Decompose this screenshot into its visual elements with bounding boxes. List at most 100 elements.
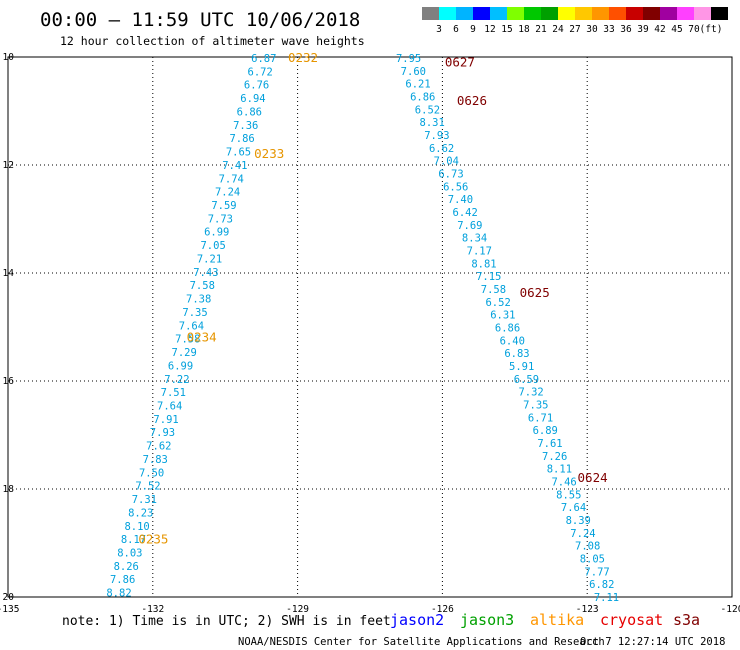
legend-swatch	[609, 7, 626, 20]
wave-height-value: 7.62	[146, 441, 171, 453]
wave-height-value: 7.26	[542, 451, 567, 463]
legend-label: 39	[637, 24, 649, 35]
wave-height-value: 7.69	[457, 220, 482, 232]
wave-height-value: 8.10	[124, 521, 149, 533]
wave-height-value: 6.87	[251, 53, 276, 65]
wave-height-value: 8.05	[580, 553, 605, 565]
track-1: 6.876.726.766.946.867.367.867.657.417.74…	[106, 53, 276, 600]
legend-swatch	[558, 7, 575, 20]
wave-height-value: 7.59	[211, 200, 236, 212]
wave-height-value: 7.64	[561, 502, 586, 514]
wave-height-value: 8.23	[128, 507, 153, 519]
satellite-label-jason2: jason2	[390, 611, 444, 629]
legend-label: 18	[518, 24, 530, 35]
legend-swatch	[592, 7, 609, 20]
pass-time-label: 0627	[445, 54, 475, 69]
wave-height-value: 8.26	[114, 561, 139, 573]
wave-height-value: 8.55	[556, 489, 581, 501]
legend-label: 15	[501, 24, 512, 35]
wave-height-value: 6.94	[240, 93, 265, 105]
wave-height-value: 7.58	[175, 334, 200, 346]
wave-height-value: 7.35	[182, 307, 207, 319]
wave-height-value: 7.32	[518, 387, 543, 399]
legend-label: 21	[535, 24, 547, 35]
satellite-label-s3a: s3a	[673, 611, 700, 629]
wave-height-value: 7.51	[161, 387, 186, 399]
wave-height-value: 7.64	[157, 400, 182, 412]
wave-height-value: 7.73	[208, 213, 233, 225]
legend-label: 70	[688, 24, 700, 35]
legend-label: 24	[552, 24, 564, 35]
wave-height-value: 7.65	[226, 147, 251, 159]
x-tick-labels: -135 -132 -129 -126 -123 -120	[0, 604, 740, 615]
legend-label: 45	[671, 24, 682, 35]
legend-label: 42	[654, 24, 665, 35]
wave-height-value: 7.46	[551, 476, 576, 488]
wave-height-value: 6.72	[248, 66, 273, 78]
y-tick-label: 20	[3, 592, 15, 603]
wave-height-value: 7.15	[476, 271, 501, 283]
wave-height-value: 8.17	[121, 534, 146, 546]
wave-height-value: 7.60	[401, 66, 426, 78]
legend-swatch	[677, 7, 694, 20]
wave-height-value: 7.58	[481, 284, 506, 296]
legend-swatch	[473, 7, 490, 20]
wave-height-value: 7.40	[448, 194, 473, 206]
wave-height-value: 6.31	[490, 310, 515, 322]
wave-height-value: 6.40	[500, 335, 525, 347]
wave-height-value: 7.24	[570, 528, 595, 540]
legend-label: 12	[484, 24, 495, 35]
legend-label: (ft)	[700, 24, 723, 35]
wave-height-value: 8.82	[106, 588, 131, 600]
legend-label: 3	[436, 24, 442, 35]
wave-height-value: 7.08	[575, 541, 600, 553]
wave-height-value: 7.50	[139, 467, 164, 479]
wave-height-value: 7.35	[523, 399, 548, 411]
x-tick-label: -120	[721, 604, 740, 615]
legend-label: 33	[603, 24, 614, 35]
legend-swatch	[490, 7, 507, 20]
x-tick-label: -123	[576, 604, 599, 615]
wave-height-value: 6.86	[237, 106, 262, 118]
footer-note: note: 1) Time is in UTC; 2) SWH is in fe…	[62, 614, 391, 629]
legend-swatch	[422, 7, 439, 20]
legend-swatch	[575, 7, 592, 20]
wave-height-value: 6.99	[204, 227, 229, 239]
wave-height-value: 7.58	[190, 280, 215, 292]
pass-time-label: 0232	[288, 50, 318, 65]
y-tick-label: 14	[3, 268, 15, 279]
pass-time-label: 0233	[254, 146, 284, 161]
wave-height-value: 7.43	[193, 267, 218, 279]
wave-height-value: 6.86	[410, 91, 435, 103]
wave-height-value: 6.83	[504, 348, 529, 360]
legend-swatch	[524, 7, 541, 20]
footer-credit: NOAA/NESDIS Center for Satellite Applica…	[238, 636, 605, 648]
legend-swatch	[456, 7, 473, 20]
wave-height-value: 7.52	[135, 481, 160, 493]
legend-label: 27	[569, 24, 580, 35]
grid-lines	[8, 57, 732, 597]
wave-height-value: 6.89	[533, 425, 558, 437]
wave-height-value: 7.17	[467, 245, 492, 257]
wave-height-value: 7.41	[222, 160, 247, 172]
wave-height-value: 6.62	[429, 143, 454, 155]
wave-height-value: 7.93	[424, 130, 449, 142]
wave-height-value: 6.82	[589, 579, 614, 591]
wave-height-value: 7.95	[396, 53, 421, 65]
legend-label: 30	[586, 24, 598, 35]
legend-swatch	[660, 7, 677, 20]
legend-label: 6	[453, 24, 459, 35]
wave-height-value: 6.21	[405, 79, 430, 91]
wave-height-value: 6.59	[514, 374, 539, 386]
wave-height-value: 7.86	[110, 574, 135, 586]
x-tick-label: -135	[0, 604, 19, 615]
wave-height-value: 7.24	[215, 187, 240, 199]
wave-height-value: 8.31	[420, 117, 445, 129]
wave-height-value: 8.34	[462, 233, 487, 245]
y-tick-labels: 10 12 14 16 18 20	[3, 52, 15, 603]
pass-time-label: 0235	[138, 532, 168, 547]
wave-height-value: 7.93	[150, 427, 175, 439]
legend-swatch	[439, 7, 456, 20]
satellite-label-cryosat: cryosat	[600, 611, 663, 629]
y-tick-label: 10	[3, 52, 15, 63]
